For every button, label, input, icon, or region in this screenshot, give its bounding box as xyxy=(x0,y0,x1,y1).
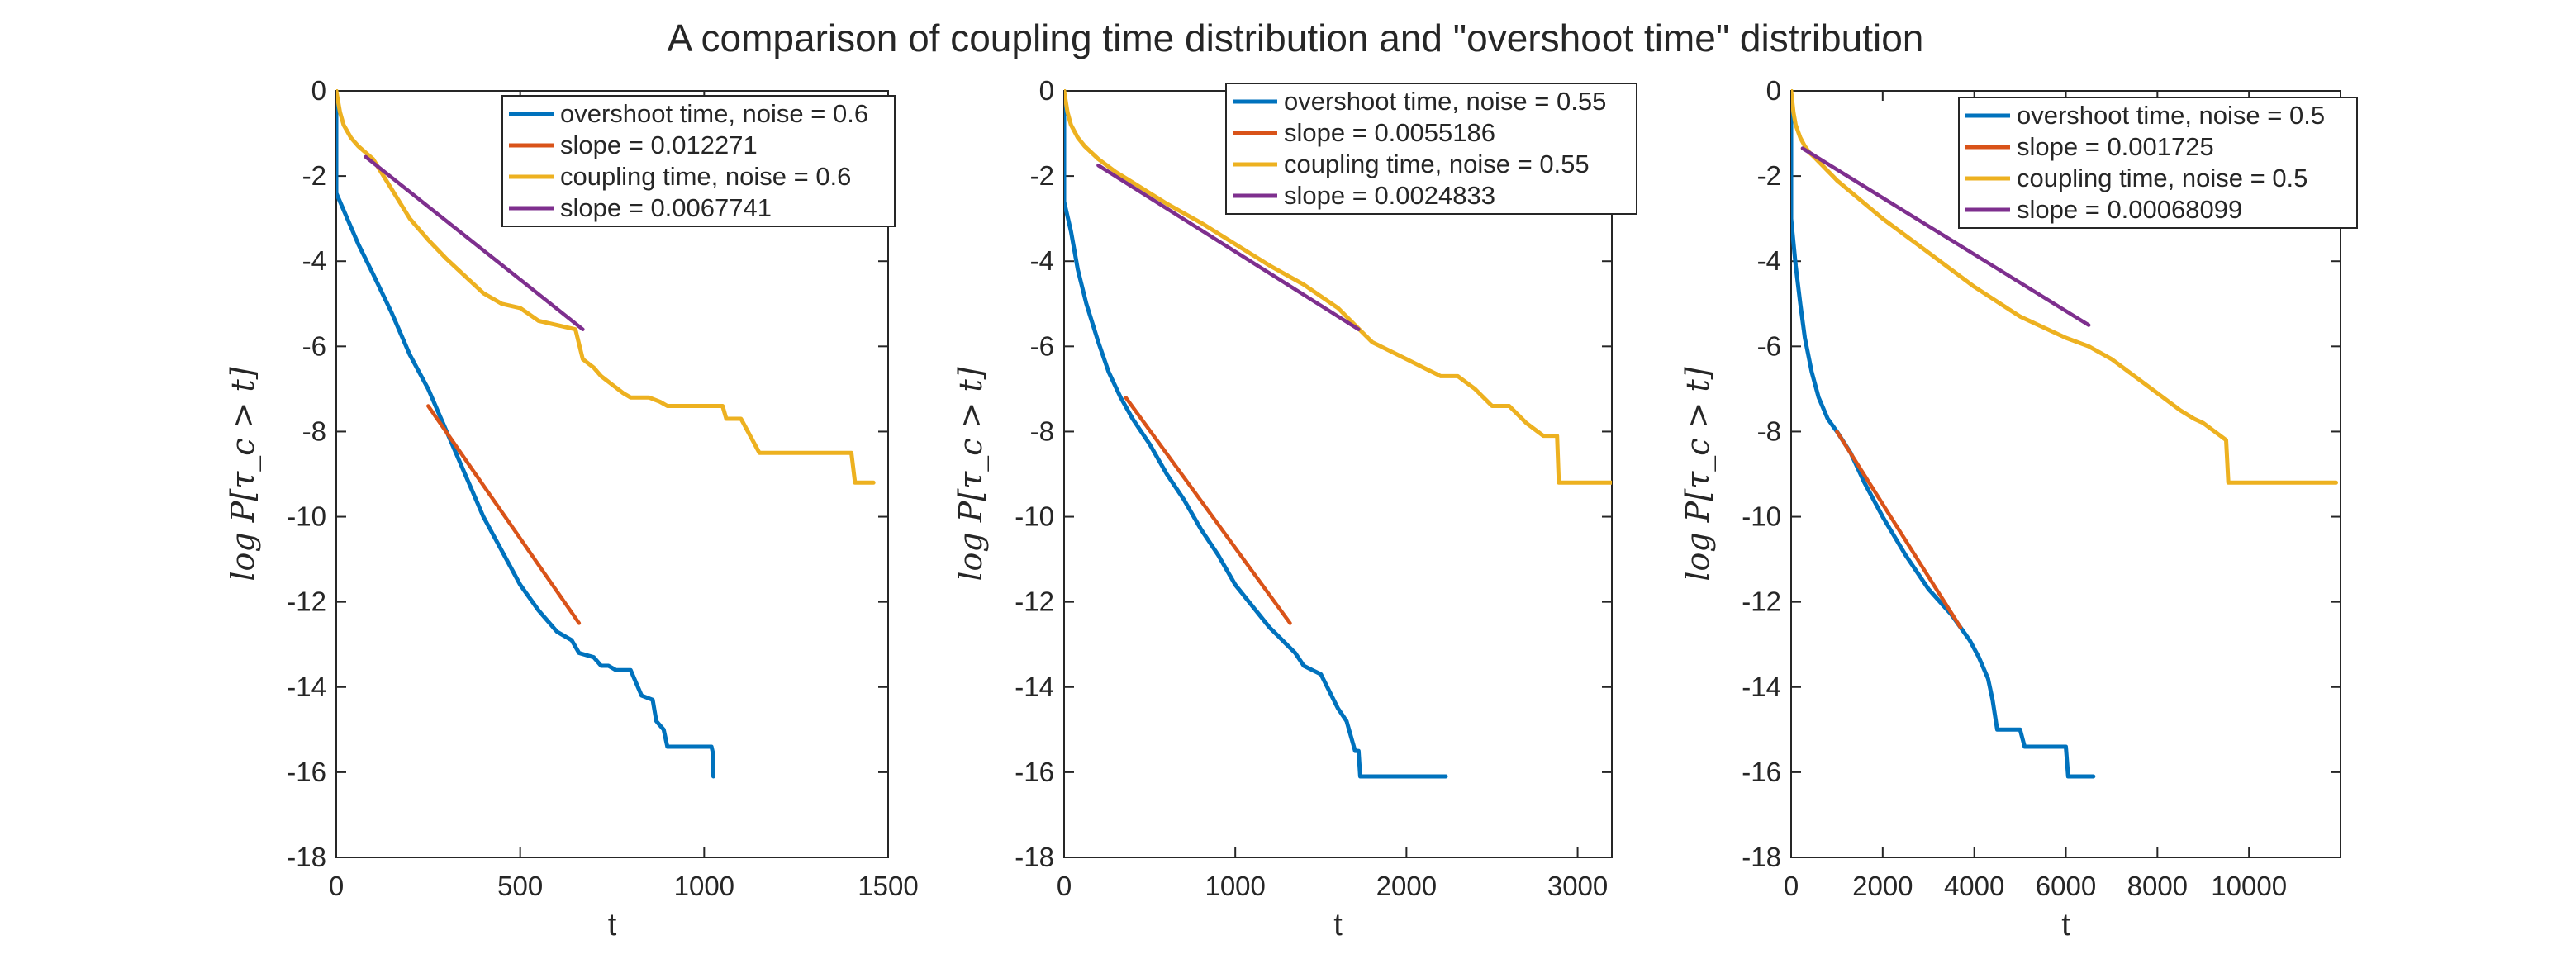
x-axis-label: t xyxy=(1333,908,1343,942)
x-tick-label: 1000 xyxy=(674,871,734,901)
chart-panel-1: 0-2-4-6-8-10-12-14-16-180 500 1000 1500tlog… xyxy=(225,75,919,942)
series-line-slope-overshoot xyxy=(1835,430,1963,629)
y-tick-label: -18 xyxy=(287,842,326,872)
y-tick-label: -14 xyxy=(287,672,326,702)
legend-entry-label: overshoot time, noise = 0.5 xyxy=(2017,101,2325,130)
figure-title: A comparison of coupling time distributi… xyxy=(668,17,1924,59)
x-tick-label: 0 xyxy=(1057,871,1072,901)
plot-area xyxy=(1063,90,1613,858)
y-tick-label: -2 xyxy=(1030,160,1054,191)
x-axis-label: t xyxy=(608,908,617,942)
legend-box xyxy=(1958,97,2358,229)
series-line-slope-coupling xyxy=(1800,146,2091,327)
y-tick-label: -4 xyxy=(1757,245,1781,276)
x-tick-label: 6000 xyxy=(2036,871,2096,901)
x-tick-label: 4000 xyxy=(1944,871,2004,901)
y-axis-label: log P[τ_c > t] xyxy=(953,367,990,581)
x-tick-label: 2000 xyxy=(1376,871,1437,901)
legend-box xyxy=(1225,83,1637,215)
y-tick-label: -16 xyxy=(287,757,326,787)
y-tick-label: -4 xyxy=(1030,245,1054,276)
y-tick-label: -6 xyxy=(1757,330,1781,361)
chart-panel-3: 0-2-4-6-8-10-12-14-16-180 2000 4000 6000 800… xyxy=(1680,75,2358,942)
y-tick-label: -14 xyxy=(1742,672,1781,702)
y-tick-label: -10 xyxy=(1015,501,1054,532)
x-tick-label: 10000 xyxy=(2211,871,2287,901)
y-tick-label: -6 xyxy=(1030,330,1054,361)
series-line-slope-overshoot xyxy=(426,404,582,625)
y-tick-label: -16 xyxy=(1015,757,1054,787)
y-tick-label: -4 xyxy=(302,245,326,276)
y-tick-label: 0 xyxy=(1039,75,1054,106)
y-tick-label: -8 xyxy=(1030,415,1054,446)
y-tick-label: -10 xyxy=(1742,501,1781,532)
y-tick-label: 0 xyxy=(311,75,326,106)
x-tick-label: 1500 xyxy=(858,871,918,901)
legend-entry-label: coupling time, noise = 0.5 xyxy=(2017,164,2307,192)
y-tick-label: -12 xyxy=(287,586,326,617)
series-line-slope-coupling xyxy=(364,154,585,331)
legend-entry-label: overshoot time, noise = 0.55 xyxy=(1284,87,1606,116)
y-tick-label: -8 xyxy=(1757,415,1781,446)
x-tick-label: 0 xyxy=(1784,871,1799,901)
legend-box xyxy=(501,95,896,227)
legend-entry-label: coupling time, noise = 0.6 xyxy=(560,162,851,191)
legend-entry-label: slope = 0.0024833 xyxy=(1284,181,1495,210)
legend-entry-label: slope = 0.012271 xyxy=(560,131,758,159)
y-tick-label: -2 xyxy=(1757,160,1781,191)
x-tick-label: 8000 xyxy=(2127,871,2188,901)
x-tick-label: 3000 xyxy=(1547,871,1608,901)
series-line-overshoot xyxy=(1064,89,1448,779)
x-tick-label: 1000 xyxy=(1205,871,1265,901)
y-tick-label: -8 xyxy=(302,415,326,446)
series-line-slope-coupling xyxy=(1096,163,1361,331)
x-tick-label: 500 xyxy=(497,871,543,901)
y-tick-label: -14 xyxy=(1015,672,1054,702)
legend-entry-label: overshoot time, noise = 0.6 xyxy=(560,99,868,128)
series-line-overshoot xyxy=(336,89,715,779)
x-tick-label: 0 xyxy=(329,871,344,901)
series-line-coupling xyxy=(1791,89,2338,485)
y-tick-label: -12 xyxy=(1015,586,1054,617)
y-axis-label: log P[τ_c > t] xyxy=(225,367,262,581)
legend-entry-label: slope = 0.0067741 xyxy=(560,193,772,222)
y-tick-label: -18 xyxy=(1015,842,1054,872)
series-line-slope-overshoot xyxy=(1124,395,1292,625)
legend: overshoot time, noise = 0.6 slope = 0.012… xyxy=(501,95,896,227)
y-tick-label: -18 xyxy=(1742,842,1781,872)
series-line-coupling xyxy=(1064,89,1612,485)
x-tick-label: 2000 xyxy=(1852,871,1913,901)
y-axis-label: log P[τ_c > t] xyxy=(1680,367,1717,581)
legend-entry-label: coupling time, noise = 0.55 xyxy=(1284,150,1590,178)
y-tick-label: 0 xyxy=(1766,75,1781,106)
legend-entry-label: slope = 0.001725 xyxy=(2017,132,2214,161)
y-tick-label: -16 xyxy=(1742,757,1781,787)
x-axis-label: t xyxy=(2061,908,2070,942)
y-tick-label: -6 xyxy=(302,330,326,361)
series-line-overshoot xyxy=(1791,89,2096,779)
y-tick-label: -12 xyxy=(1742,586,1781,617)
chart-panel-2: 0-2-4-6-8-10-12-14-16-180 1000 2000 3000tlo… xyxy=(953,75,1637,942)
y-tick-label: -2 xyxy=(302,160,326,191)
legend-entry-label: slope = 0.0055186 xyxy=(1284,118,1495,147)
legend-entry-label: slope = 0.00068099 xyxy=(2017,195,2242,224)
y-tick-label: -10 xyxy=(287,501,326,532)
